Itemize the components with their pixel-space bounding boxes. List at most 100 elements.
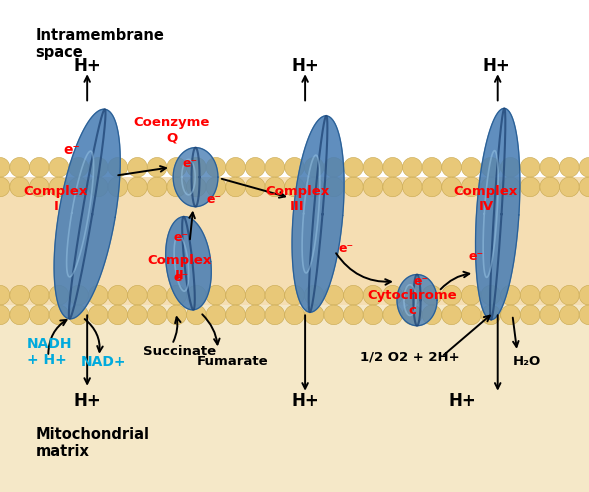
Text: e⁻: e⁻ <box>413 275 429 288</box>
Ellipse shape <box>402 305 422 325</box>
Ellipse shape <box>461 285 481 305</box>
Ellipse shape <box>187 177 206 197</box>
Ellipse shape <box>284 177 305 197</box>
Ellipse shape <box>128 177 147 197</box>
Ellipse shape <box>108 305 128 325</box>
Ellipse shape <box>343 305 363 325</box>
Ellipse shape <box>29 157 49 177</box>
Ellipse shape <box>560 177 579 197</box>
Ellipse shape <box>246 305 265 325</box>
Ellipse shape <box>88 177 108 197</box>
Ellipse shape <box>29 285 49 305</box>
Ellipse shape <box>0 177 10 197</box>
Ellipse shape <box>363 157 383 177</box>
Ellipse shape <box>343 157 363 177</box>
Ellipse shape <box>10 285 29 305</box>
Text: e⁻: e⁻ <box>174 272 189 284</box>
Ellipse shape <box>10 157 29 177</box>
Ellipse shape <box>422 157 442 177</box>
Ellipse shape <box>69 177 88 197</box>
Ellipse shape <box>540 177 560 197</box>
Ellipse shape <box>108 177 128 197</box>
Ellipse shape <box>206 157 226 177</box>
Ellipse shape <box>343 285 363 305</box>
Ellipse shape <box>402 285 422 305</box>
Ellipse shape <box>29 177 49 197</box>
Ellipse shape <box>226 305 246 325</box>
Text: Intramembrane
space: Intramembrane space <box>35 28 164 61</box>
Ellipse shape <box>147 305 167 325</box>
Ellipse shape <box>560 157 579 177</box>
Ellipse shape <box>501 305 520 325</box>
Ellipse shape <box>481 157 501 177</box>
Ellipse shape <box>206 285 226 305</box>
Text: NADH
+ H+: NADH + H+ <box>27 337 72 367</box>
Text: e⁻: e⁻ <box>174 231 189 244</box>
Ellipse shape <box>520 285 540 305</box>
Ellipse shape <box>560 285 579 305</box>
Ellipse shape <box>187 285 206 305</box>
Ellipse shape <box>108 157 128 177</box>
Ellipse shape <box>246 177 265 197</box>
Ellipse shape <box>383 285 402 305</box>
Ellipse shape <box>0 305 10 325</box>
Text: Fumarate: Fumarate <box>197 355 269 368</box>
Ellipse shape <box>69 305 88 325</box>
Ellipse shape <box>442 157 461 177</box>
Text: H+: H+ <box>291 392 319 410</box>
Ellipse shape <box>0 157 10 177</box>
Ellipse shape <box>383 305 402 325</box>
Ellipse shape <box>305 177 324 197</box>
Ellipse shape <box>147 177 167 197</box>
Ellipse shape <box>305 285 324 305</box>
Ellipse shape <box>265 305 284 325</box>
Ellipse shape <box>383 177 402 197</box>
Ellipse shape <box>246 157 265 177</box>
Text: e⁻: e⁻ <box>339 242 354 255</box>
Polygon shape <box>54 109 120 319</box>
Ellipse shape <box>49 157 69 177</box>
Text: e⁻: e⁻ <box>206 193 221 206</box>
Ellipse shape <box>226 177 246 197</box>
Ellipse shape <box>147 157 167 177</box>
Ellipse shape <box>363 177 383 197</box>
Text: e⁻: e⁻ <box>468 250 484 263</box>
Ellipse shape <box>265 157 284 177</box>
Ellipse shape <box>540 305 560 325</box>
Ellipse shape <box>305 157 324 177</box>
Polygon shape <box>475 108 520 320</box>
Ellipse shape <box>246 285 265 305</box>
Text: Complex
I: Complex I <box>24 185 88 213</box>
Ellipse shape <box>88 157 108 177</box>
Ellipse shape <box>540 157 560 177</box>
Ellipse shape <box>187 305 206 325</box>
Ellipse shape <box>226 157 246 177</box>
Ellipse shape <box>402 177 422 197</box>
Ellipse shape <box>324 285 343 305</box>
Text: H+: H+ <box>73 392 101 410</box>
Ellipse shape <box>324 157 343 177</box>
Ellipse shape <box>343 177 363 197</box>
Text: e⁻: e⁻ <box>64 143 80 157</box>
Ellipse shape <box>206 177 226 197</box>
Text: Mitochondrial
matrix: Mitochondrial matrix <box>35 427 150 459</box>
Ellipse shape <box>265 177 284 197</box>
Ellipse shape <box>206 305 226 325</box>
Ellipse shape <box>324 305 343 325</box>
Text: Complex
II: Complex II <box>147 254 212 282</box>
Ellipse shape <box>461 305 481 325</box>
Ellipse shape <box>501 177 520 197</box>
Bar <box>0 177 589 305</box>
Ellipse shape <box>88 285 108 305</box>
Text: Complex
III: Complex III <box>265 185 330 213</box>
Ellipse shape <box>481 305 501 325</box>
Ellipse shape <box>422 285 442 305</box>
Ellipse shape <box>520 177 540 197</box>
Ellipse shape <box>49 177 69 197</box>
Ellipse shape <box>520 305 540 325</box>
Ellipse shape <box>128 157 147 177</box>
Ellipse shape <box>167 177 187 197</box>
Ellipse shape <box>0 285 10 305</box>
Polygon shape <box>173 148 218 207</box>
Ellipse shape <box>305 305 324 325</box>
